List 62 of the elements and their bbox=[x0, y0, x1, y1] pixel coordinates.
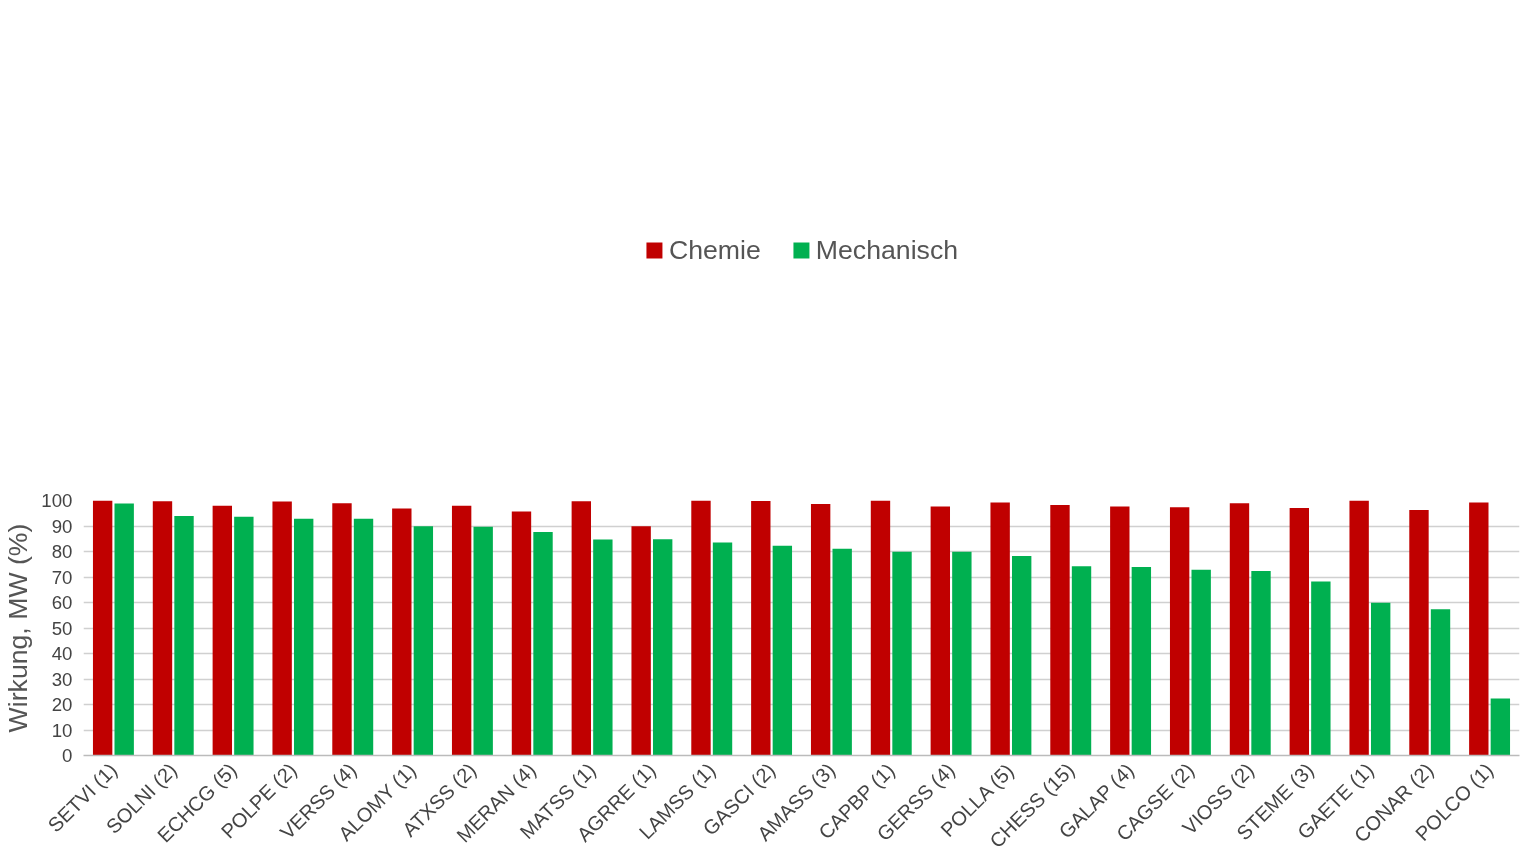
bar bbox=[1409, 509, 1429, 756]
bar bbox=[332, 503, 352, 756]
bar bbox=[712, 542, 733, 756]
bar bbox=[1430, 609, 1451, 756]
bar bbox=[1490, 698, 1511, 756]
bar bbox=[631, 526, 651, 756]
bar bbox=[691, 500, 711, 756]
bar bbox=[1071, 566, 1092, 756]
bar bbox=[114, 503, 134, 756]
bar bbox=[1251, 570, 1271, 756]
bar bbox=[392, 508, 412, 756]
bar bbox=[751, 501, 771, 756]
bar bbox=[533, 532, 553, 756]
bar bbox=[832, 548, 852, 756]
bar bbox=[1169, 507, 1190, 756]
bar bbox=[593, 539, 613, 756]
bar bbox=[353, 518, 374, 756]
y-tick-label: 40 bbox=[51, 643, 73, 664]
bar bbox=[413, 526, 434, 756]
bar bbox=[511, 511, 532, 756]
y-tick-label: 50 bbox=[51, 617, 73, 639]
y-tick-label: 30 bbox=[51, 668, 73, 690]
bar bbox=[473, 526, 493, 756]
y-tick-label: 60 bbox=[51, 592, 73, 613]
bar bbox=[234, 516, 254, 756]
bar bbox=[212, 505, 233, 756]
bar bbox=[272, 501, 292, 756]
bar bbox=[772, 545, 793, 756]
bar bbox=[1229, 503, 1250, 756]
legend-label: Mechanisch bbox=[815, 234, 959, 266]
y-tick-label: 80 bbox=[51, 541, 73, 562]
bar bbox=[1349, 500, 1369, 756]
y-tick-label: 100 bbox=[41, 490, 73, 511]
bar bbox=[92, 500, 113, 756]
bar bbox=[1191, 569, 1211, 756]
bar bbox=[870, 500, 891, 756]
y-tick-label: 70 bbox=[51, 566, 73, 588]
bar bbox=[990, 502, 1010, 756]
bar bbox=[1289, 507, 1310, 756]
legend-label: Chemie bbox=[668, 234, 761, 266]
bar bbox=[571, 501, 592, 756]
bar bbox=[1370, 602, 1391, 756]
y-tick-label: 20 bbox=[51, 694, 73, 715]
y-axis-title: Wirkung, MW (%) bbox=[3, 523, 34, 733]
bar bbox=[892, 551, 912, 756]
bar bbox=[652, 539, 673, 756]
bar bbox=[293, 518, 314, 756]
bar bbox=[451, 505, 472, 756]
bar bbox=[952, 551, 972, 756]
y-tick-label: 10 bbox=[51, 719, 73, 741]
bar bbox=[152, 501, 173, 756]
bar bbox=[810, 504, 831, 756]
bar bbox=[1469, 502, 1489, 756]
bar bbox=[930, 506, 951, 756]
bar bbox=[1011, 556, 1032, 756]
bar bbox=[1050, 505, 1070, 756]
bar bbox=[1311, 581, 1331, 756]
y-tick-label: 90 bbox=[51, 515, 73, 537]
bar bbox=[1110, 506, 1130, 756]
bar bbox=[1131, 567, 1152, 756]
bar bbox=[174, 516, 194, 756]
y-tick-label: 0 bbox=[62, 745, 73, 766]
